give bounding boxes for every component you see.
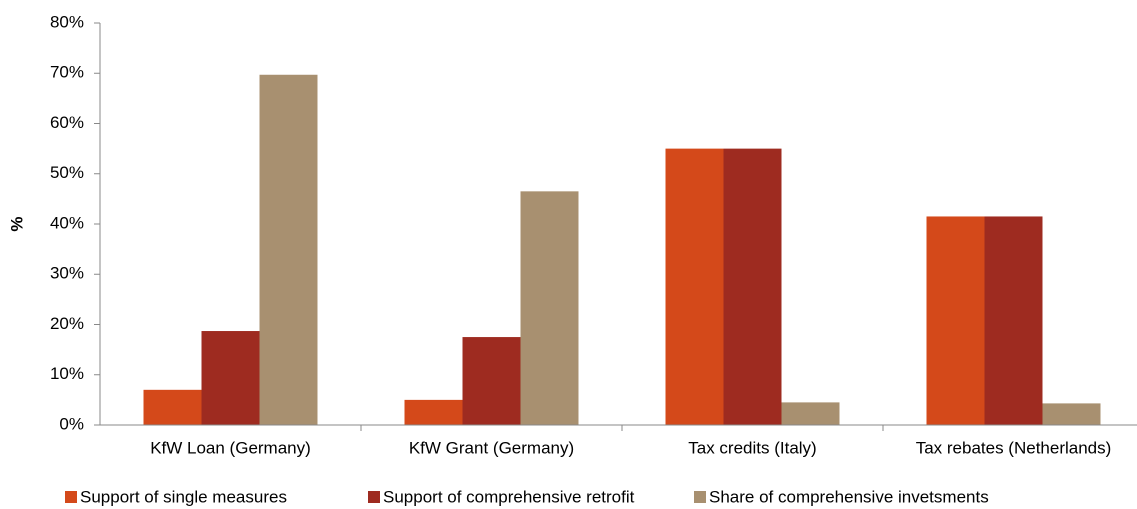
bar — [404, 399, 463, 425]
y-tick-label: 40% — [50, 213, 84, 232]
y-tick-label: 80% — [50, 12, 84, 31]
x-tick-label: KfW Grant (Germany) — [409, 438, 574, 457]
bar — [984, 216, 1043, 425]
bar — [143, 389, 202, 425]
bar — [462, 337, 521, 425]
x-tick-label: Tax rebates (Netherlands) — [916, 438, 1112, 457]
y-tick-label: 0% — [59, 414, 84, 433]
bar — [259, 74, 318, 425]
x-tick-label: Tax credits (Italy) — [688, 438, 816, 457]
bar — [723, 148, 782, 425]
legend-label: Support of single measures — [80, 487, 287, 506]
legend-swatch — [368, 491, 380, 503]
y-tick-label: 50% — [50, 163, 84, 182]
y-axis-label: % — [7, 216, 26, 231]
y-tick-label: 30% — [50, 264, 84, 283]
y-tick-label: 70% — [50, 63, 84, 82]
y-tick-label: 20% — [50, 314, 84, 333]
bar — [520, 191, 579, 425]
bar — [926, 216, 985, 425]
legend-swatch — [65, 491, 77, 503]
legend-swatch — [694, 491, 706, 503]
bar — [781, 402, 840, 425]
bar — [1042, 403, 1101, 425]
legend-label: Share of comprehensive invetsments — [709, 487, 989, 506]
bar — [665, 148, 724, 425]
bar — [201, 331, 260, 425]
legend-label: Support of comprehensive retrofit — [383, 487, 635, 506]
y-tick-label: 10% — [50, 364, 84, 383]
y-tick-label: 60% — [50, 113, 84, 132]
x-tick-label: KfW Loan (Germany) — [150, 438, 311, 457]
